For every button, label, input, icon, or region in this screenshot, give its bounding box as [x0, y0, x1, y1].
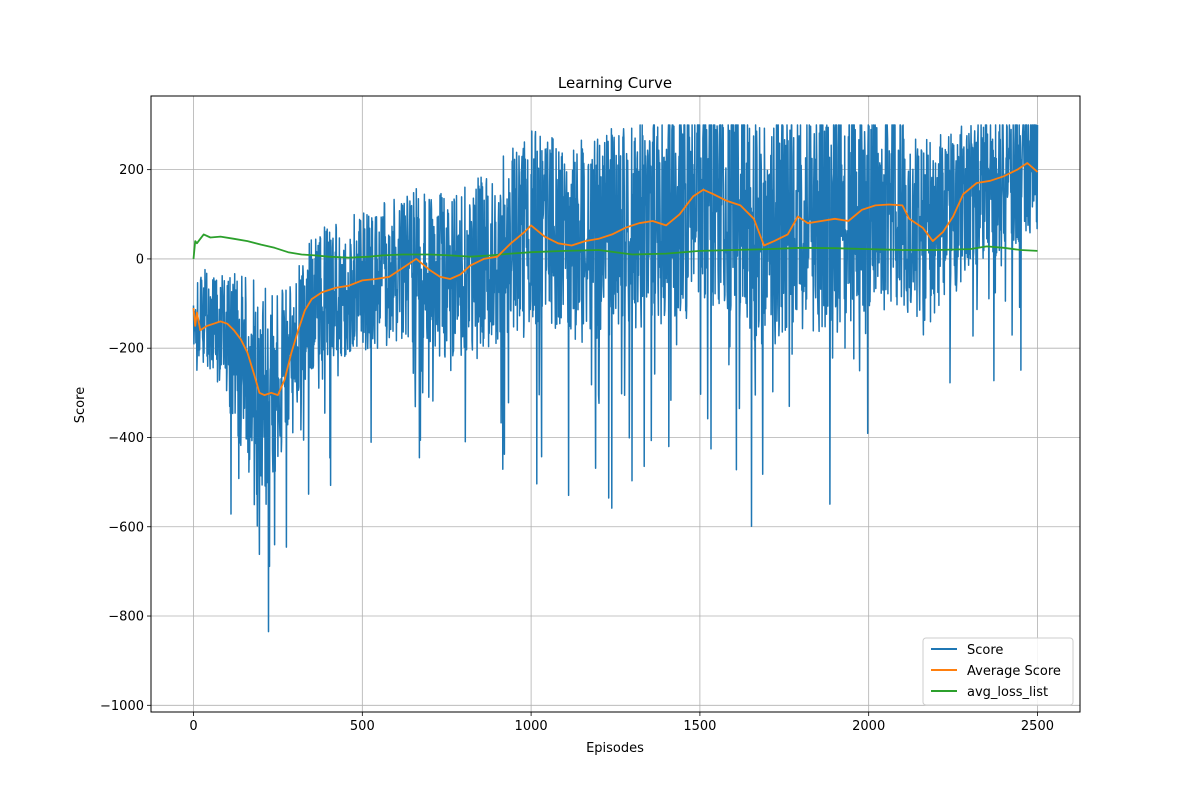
y-tick-label: −1000	[100, 699, 144, 714]
x-tick-label: 2500	[1021, 719, 1054, 734]
y-tick-label: 200	[119, 163, 144, 178]
y-tick-label: −200	[108, 342, 144, 357]
plot-frame	[150, 95, 1081, 713]
y-tick-label: −600	[108, 520, 144, 535]
x-tick-label: 2000	[852, 719, 885, 734]
series-line-average-score	[192, 162, 1039, 396]
chart-title: Learning Curve	[558, 74, 672, 92]
legend-label-average-score: Average Score	[967, 664, 1061, 679]
legend-label-avg-loss: avg_loss_list	[967, 685, 1048, 700]
x-axis-label: Episodes	[586, 741, 644, 756]
series-line-avg-loss-list	[192, 233, 1038, 259]
legend-label-score: Score	[967, 643, 1003, 658]
y-tick-label: 0	[136, 252, 144, 267]
x-tick-label: 0	[189, 719, 197, 734]
y-tick-label: −400	[108, 431, 144, 446]
data-layer	[192, 124, 1039, 633]
x-tick-label: 1000	[515, 719, 548, 734]
tick-layer: 0 500 1000 1500 2000 2500−1000−800−600−400−20…	[100, 163, 1054, 734]
y-axis-label: Score	[73, 387, 88, 423]
x-tick-label: 500	[350, 719, 375, 734]
series-line-score	[192, 124, 1039, 633]
legend-box	[922, 637, 1074, 706]
x-tick-label: 1500	[683, 719, 716, 734]
y-tick-label: −800	[108, 610, 144, 625]
legend: Score Average Score avg_loss_list	[922, 637, 1074, 706]
